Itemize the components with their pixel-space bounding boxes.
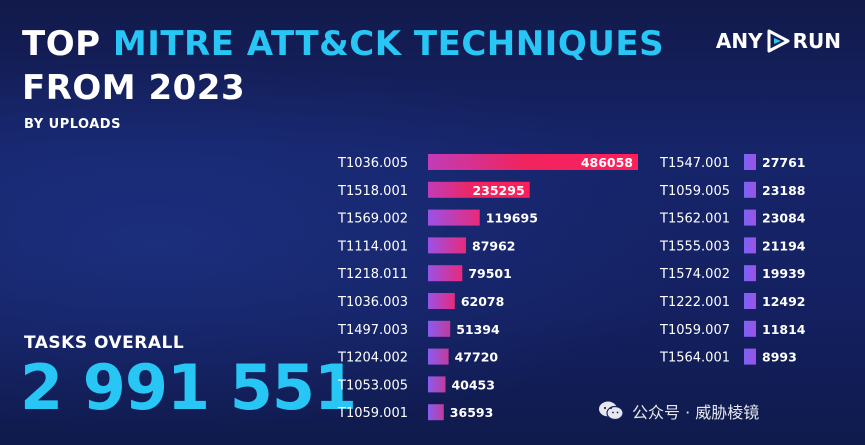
chart-column-left: T1036.005 486058 T1518.001 235295 T1569.002 1… <box>337 154 638 421</box>
bar <box>428 237 466 254</box>
bar <box>744 320 756 337</box>
wechat-icon <box>599 401 624 421</box>
value-label: 23084 <box>762 211 806 226</box>
page-subtitle: BY UPLOADS <box>24 117 121 132</box>
watermark: 公众号 · 威胁棱镜 <box>598 396 759 426</box>
value-label: 87962 <box>472 238 516 253</box>
logo-text-right: RUN <box>792 29 841 53</box>
chart-column-right: T1547.001 27761 T1059.005 23188 T1562.001 230… <box>659 154 806 366</box>
value-label: 486058 <box>581 155 633 170</box>
value-label: 27761 <box>762 155 806 170</box>
bar <box>428 154 638 170</box>
value-label: 235295 <box>472 183 524 198</box>
value-label: 11814 <box>762 322 806 337</box>
bar <box>744 293 756 309</box>
category-label: T1204.002 <box>337 351 408 366</box>
title-white-part: TOP <box>22 24 113 64</box>
bar <box>428 348 449 365</box>
bar <box>744 237 756 254</box>
bar <box>744 348 756 365</box>
bar <box>428 376 446 393</box>
bar <box>744 154 756 170</box>
bar <box>428 265 463 282</box>
category-label: T1574.002 <box>659 267 730 282</box>
page-title: TOP MITRE ATT&CK TECHNIQUES FROM 2023 <box>22 22 664 110</box>
value-label: 79501 <box>468 266 512 281</box>
category-label: T1114.001 <box>337 239 408 254</box>
category-label: T1569.002 <box>337 212 408 227</box>
anyrun-logo: ANY RUN <box>716 28 841 54</box>
category-label: T1059.007 <box>659 323 730 338</box>
bar <box>428 293 455 309</box>
category-label: T1053.005 <box>337 378 408 393</box>
category-label: T1555.003 <box>659 239 730 254</box>
category-label: T1036.005 <box>337 156 408 171</box>
title-cyan-part: MITRE ATT&CK TECHNIQUES <box>112 24 665 64</box>
bar <box>428 320 451 337</box>
category-label: T1518.001 <box>337 184 408 199</box>
bar <box>428 404 444 421</box>
category-label: T1059.005 <box>659 184 730 199</box>
bar <box>428 209 480 226</box>
title-line-2: FROM 2023 <box>22 68 246 108</box>
category-label: T1222.001 <box>659 295 730 310</box>
value-label: 40453 <box>451 377 495 392</box>
bar <box>744 181 756 198</box>
category-label: T1059.001 <box>337 406 408 421</box>
category-label: T1218.011 <box>337 267 408 282</box>
bar <box>744 209 756 226</box>
value-label: 47720 <box>455 350 499 365</box>
value-label: 19939 <box>762 266 806 281</box>
category-label: T1497.003 <box>337 323 408 338</box>
tasks-overall-value: 2 991 551 <box>20 351 357 424</box>
watermark-text: 公众号 · 威胁棱镜 <box>632 403 760 422</box>
category-label: T1564.001 <box>659 351 730 366</box>
value-label: 21194 <box>762 238 806 253</box>
value-label: 119695 <box>486 211 538 226</box>
value-label: 36593 <box>450 405 494 420</box>
value-label: 8993 <box>762 350 797 365</box>
category-label: T1562.001 <box>659 212 730 227</box>
logo-text-left: ANY <box>715 29 763 53</box>
value-label: 12492 <box>762 294 806 309</box>
bar <box>744 265 756 282</box>
tasks-overall-label: TASKS OVERALL <box>24 333 185 353</box>
value-label: 62078 <box>461 294 505 309</box>
category-label: T1547.001 <box>659 156 730 171</box>
value-label: 23188 <box>762 183 806 198</box>
value-label: 51394 <box>456 322 500 337</box>
bar <box>428 181 530 198</box>
category-label: T1036.003 <box>337 295 408 310</box>
play-triangle-icon <box>767 29 790 53</box>
